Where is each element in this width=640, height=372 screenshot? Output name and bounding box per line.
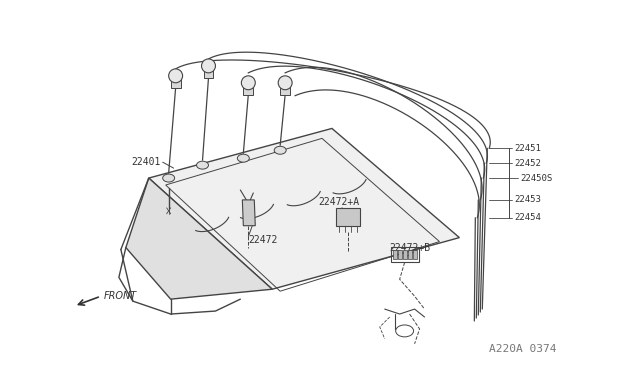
Text: 22453: 22453: [514, 195, 541, 204]
Polygon shape: [126, 178, 272, 299]
Circle shape: [202, 59, 216, 73]
Text: 22401: 22401: [131, 157, 160, 167]
Text: FRONT: FRONT: [104, 291, 137, 301]
Polygon shape: [243, 200, 255, 226]
Polygon shape: [171, 78, 180, 88]
Polygon shape: [393, 250, 397, 259]
Text: 22450S: 22450S: [520, 174, 552, 183]
Polygon shape: [280, 85, 290, 95]
Text: 22451: 22451: [514, 144, 541, 153]
Ellipse shape: [196, 161, 209, 169]
Polygon shape: [413, 250, 417, 259]
Ellipse shape: [163, 174, 175, 182]
Text: 22472+B: 22472+B: [390, 243, 431, 253]
Polygon shape: [397, 250, 402, 259]
Text: 22472: 22472: [248, 235, 278, 245]
Circle shape: [241, 76, 255, 90]
Text: 22452: 22452: [514, 159, 541, 168]
Polygon shape: [243, 85, 253, 95]
Polygon shape: [148, 128, 460, 289]
Circle shape: [169, 69, 182, 83]
Polygon shape: [204, 68, 214, 78]
Polygon shape: [336, 208, 360, 226]
Polygon shape: [403, 250, 406, 259]
Text: 22472+A: 22472+A: [318, 197, 359, 207]
Text: A220A 0374: A220A 0374: [489, 344, 557, 354]
Polygon shape: [408, 250, 412, 259]
Circle shape: [278, 76, 292, 90]
Text: 22454: 22454: [514, 213, 541, 222]
Ellipse shape: [237, 154, 250, 162]
Ellipse shape: [274, 146, 286, 154]
